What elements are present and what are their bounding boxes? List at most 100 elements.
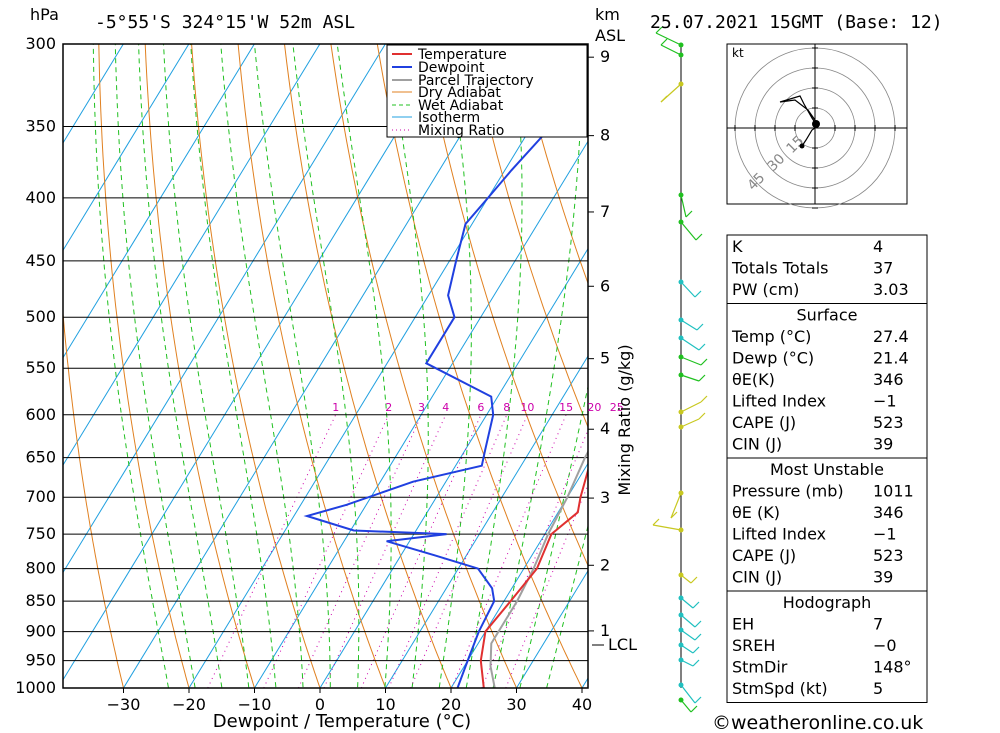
hodograph-trace <box>779 95 819 147</box>
hodograph-table <box>726 590 928 703</box>
lcl-label: LCL <box>608 635 637 654</box>
wind-barb-flag <box>692 601 700 609</box>
pressure-tick-label: 550 <box>25 358 56 377</box>
surface-row-value: 346 <box>873 370 904 389</box>
wind-barb-flag <box>690 705 698 713</box>
legend-parcel: Parcel Trajectory <box>418 73 534 89</box>
x-tick-label: −10 <box>238 695 272 714</box>
pressure-tick-label: 1000 <box>15 678 56 697</box>
wet-adiabat-line <box>254 44 331 688</box>
pressure-tick-label: 350 <box>25 117 56 136</box>
wind-barb-flag <box>694 620 702 628</box>
wind-level-dot <box>678 572 684 578</box>
surface-row-value: 21.4 <box>873 349 909 368</box>
wind-barb <box>680 629 696 641</box>
wet-adiabat-line <box>163 44 250 688</box>
wind-barb <box>680 614 696 628</box>
wind-barb-flag <box>700 395 708 403</box>
wind-barb-flag <box>694 696 702 704</box>
wind-barb-flag <box>698 374 706 382</box>
profiles <box>303 83 588 688</box>
wind-level-dot <box>678 527 684 533</box>
most-unstable-row-value: 1011 <box>873 482 914 501</box>
wind-level-dot <box>678 627 684 633</box>
x-tick-label: −30 <box>107 695 141 714</box>
wind-barb-flag <box>696 323 704 331</box>
wind-barb <box>680 337 700 351</box>
wind-level-dot <box>678 490 684 496</box>
pressure-tick-label: 300 <box>25 34 56 53</box>
mixing-ratio-label: 25 <box>610 401 624 414</box>
wind-level-dot <box>678 595 684 601</box>
hodograph-row-value: −0 <box>873 636 897 655</box>
km-tick-label: 1 <box>600 621 610 640</box>
hodograph-title: Hodograph <box>783 593 872 612</box>
km-tick-label: 6 <box>600 276 610 295</box>
most-unstable-row-value: 346 <box>873 503 904 522</box>
km-tick-label: 9 <box>600 47 610 66</box>
wind-barb <box>680 597 694 609</box>
indices-row-value: 4 <box>873 237 883 256</box>
legend-mixing-ratio: Mixing Ratio <box>418 123 504 139</box>
dry-adiabat-line <box>98 44 190 688</box>
km-tick-label: 4 <box>600 419 610 438</box>
most-unstable-row-value: −1 <box>873 525 897 544</box>
most-unstable-row-value: 523 <box>873 546 904 565</box>
hodograph-unit: kt <box>732 46 744 60</box>
dry-adiabat-line <box>283 44 452 688</box>
mixing-ratio-label: 10 <box>520 401 534 414</box>
mixing-ratio-label: 4 <box>442 401 449 414</box>
pressure-tick-label: 950 <box>25 651 56 670</box>
mixing-ratio-label: 20 <box>587 401 601 414</box>
wind-barb <box>680 684 696 704</box>
hodograph-row-label: EH <box>732 615 754 634</box>
datetime-label: 25.07.2021 15GMT (Base: 12) <box>650 12 943 33</box>
indices-row-label: PW (cm) <box>732 280 799 299</box>
wet-adiabat-line <box>138 44 223 688</box>
wet-adiabat-line <box>190 44 277 688</box>
wind-barb-flag <box>700 358 708 366</box>
wet-adiabat-line <box>438 44 472 688</box>
wind-barb-flag <box>695 233 703 241</box>
mixing-ratio-line <box>323 414 447 688</box>
wind-barb-flag <box>698 412 706 420</box>
hodograph-row-label: StmDir <box>732 658 788 677</box>
wind-barb <box>655 32 682 46</box>
isotherm-line <box>63 44 190 252</box>
wind-barb <box>660 44 682 56</box>
wind-profile <box>652 26 708 713</box>
wind-level-dot <box>678 642 684 648</box>
mixing-ratio-label: 2 <box>385 401 392 414</box>
wind-level-dot <box>678 697 684 703</box>
surface-row-value: 27.4 <box>873 327 909 346</box>
pressure-tick-label: 700 <box>25 487 56 506</box>
legend-temperature: Temperature <box>417 47 507 63</box>
surface-row-value: 523 <box>873 413 904 432</box>
wet-adiabat-line <box>292 44 360 688</box>
surface-row-value: 39 <box>873 435 893 454</box>
wind-level-dot <box>678 657 684 663</box>
mixing-ratio-line <box>263 414 390 688</box>
wind-barb <box>680 374 700 382</box>
wind-barb <box>680 281 696 298</box>
wind-barb-flag <box>655 26 663 34</box>
wet-adiabat-line <box>220 44 304 688</box>
most-unstable-row-label: θE (K) <box>732 503 780 522</box>
indices-row-value: 37 <box>873 259 893 278</box>
parcel-trajectory-profile <box>489 449 588 688</box>
mixing-ratio-labels: 1 2 3 4 6 8 10 15 20 25 <box>332 401 624 414</box>
mixing-ratio-line <box>388 414 508 688</box>
km-tick-label: 7 <box>600 202 610 221</box>
wind-barb <box>680 418 700 428</box>
surface-row-label: CAPE (J) <box>732 413 796 432</box>
wind-level-dot <box>678 317 684 323</box>
wind-level-dot <box>678 409 684 415</box>
x-tick-label: 30 <box>506 695 526 714</box>
wind-barb <box>680 319 698 331</box>
isotherm-line <box>384 355 588 688</box>
pressure-unit: hPa <box>30 5 59 24</box>
surface-title: Surface <box>797 306 858 325</box>
wind-level-dot <box>678 354 684 360</box>
wind-barb <box>670 492 682 519</box>
